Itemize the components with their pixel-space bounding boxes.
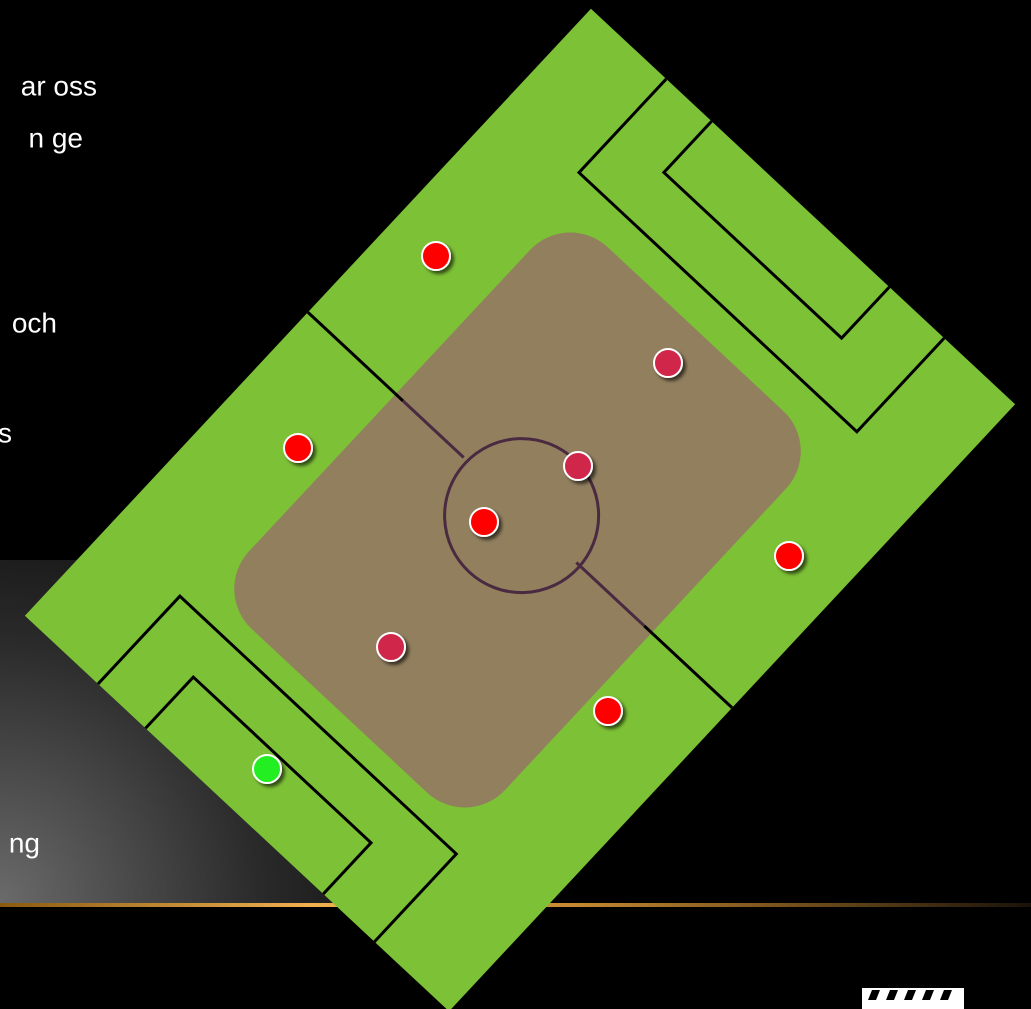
player xyxy=(654,349,682,377)
player xyxy=(284,434,312,462)
slide: ar oss n ge och s ng xyxy=(0,0,1031,1009)
text-fragment: och xyxy=(12,307,57,338)
player xyxy=(594,697,622,725)
text-fragment: ar oss xyxy=(21,70,97,101)
text-fragment: ng xyxy=(9,827,40,858)
player xyxy=(422,242,450,270)
player xyxy=(377,633,405,661)
text-fragment: s xyxy=(0,417,12,448)
text-fragment: n ge xyxy=(29,122,84,153)
player xyxy=(470,508,498,536)
player xyxy=(775,542,803,570)
goalkeeper xyxy=(253,755,281,783)
player xyxy=(564,452,592,480)
media-icon xyxy=(862,988,964,1009)
